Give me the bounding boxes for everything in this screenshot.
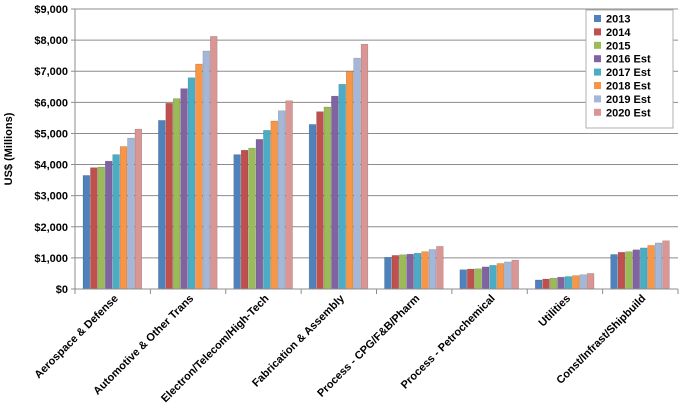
bar <box>195 63 203 290</box>
bar <box>572 275 580 290</box>
legend-swatch <box>594 95 601 103</box>
bar <box>134 128 143 290</box>
bar <box>172 98 181 290</box>
legend-swatch <box>594 108 601 116</box>
bar <box>489 265 497 290</box>
y-tick-label: $4,000 <box>34 160 68 172</box>
legend-swatch <box>594 41 601 49</box>
bar <box>308 124 317 290</box>
legend-swatch <box>594 55 601 63</box>
bar <box>331 95 339 290</box>
legend-label: 2017 Est <box>606 67 651 79</box>
bar <box>240 149 249 290</box>
bar <box>158 120 166 290</box>
bar <box>504 261 512 290</box>
legend-label: 2013 <box>606 14 630 26</box>
y-tick-label: $6,000 <box>34 97 68 109</box>
bar <box>535 279 543 290</box>
y-tick-label: $3,000 <box>34 191 68 203</box>
bar <box>202 50 210 290</box>
bar <box>338 84 346 290</box>
bar <box>345 70 354 290</box>
bar <box>511 259 519 290</box>
bar <box>610 254 618 290</box>
bar <box>632 249 640 290</box>
bar <box>353 57 361 290</box>
bar <box>640 247 648 290</box>
bar <box>662 240 670 290</box>
bar <box>654 242 663 290</box>
y-tick-label: $0 <box>56 284 68 296</box>
legend-swatch <box>594 68 601 76</box>
bar <box>384 257 392 290</box>
bar <box>112 154 120 290</box>
bar <box>233 154 241 290</box>
bar <box>496 263 505 290</box>
y-tick-label: $1,000 <box>34 253 68 265</box>
bar <box>413 252 422 290</box>
bar <box>278 110 286 290</box>
bar <box>127 137 135 290</box>
legend-label: 2015 <box>606 40 630 52</box>
x-tick-label: Const/Infrast/Shipbuild <box>554 293 648 387</box>
y-tick-label: $9,000 <box>34 4 68 16</box>
bar <box>285 100 293 290</box>
legend-label: 2019 Est <box>606 94 651 106</box>
bar <box>105 160 113 290</box>
y-tick-label: $2,000 <box>34 222 68 234</box>
y-tick-label: $7,000 <box>34 66 68 78</box>
bar <box>579 274 587 290</box>
legend-label: 2020 Est <box>606 107 651 119</box>
bar <box>617 252 626 290</box>
bars <box>82 36 670 290</box>
y-tick-label: $8,000 <box>34 35 68 47</box>
bar <box>647 245 655 290</box>
bar <box>323 106 332 290</box>
legend-label: 2016 Est <box>606 54 651 66</box>
bar <box>187 77 196 290</box>
bar <box>549 277 558 290</box>
bar <box>165 103 173 290</box>
bar <box>360 43 369 290</box>
bar <box>97 166 105 290</box>
bar <box>421 251 429 290</box>
bar <box>459 269 467 290</box>
bar <box>586 273 595 290</box>
x-tick-label: Aerospace & Defense <box>32 293 120 381</box>
bar <box>542 278 550 290</box>
legend-swatch <box>594 15 601 22</box>
y-tick-label: $5,000 <box>34 128 68 140</box>
bar <box>210 36 218 290</box>
bar <box>428 249 437 290</box>
bar <box>255 139 264 290</box>
bar <box>90 167 98 290</box>
legend-label: 2018 Est <box>606 81 651 93</box>
legend-swatch <box>594 28 601 36</box>
bar <box>557 276 565 290</box>
bar <box>399 254 407 290</box>
bar <box>474 268 482 290</box>
bar <box>82 175 91 290</box>
bar <box>625 251 633 290</box>
bar <box>481 266 490 290</box>
bar <box>564 276 573 290</box>
x-tick-label: Utilities <box>536 293 573 330</box>
bar <box>316 111 324 290</box>
bar <box>119 146 128 290</box>
legend-label: 2014 <box>606 27 631 39</box>
legend-swatch <box>594 82 601 89</box>
y-axis: $0 $1,000 $2,000 $3,000 $4,000 $5,000 $6,000 $7… <box>34 4 76 296</box>
bar <box>180 88 188 290</box>
bar <box>270 120 278 290</box>
bar <box>436 246 444 290</box>
y-axis-label: US$ (Millions) <box>3 112 15 185</box>
bar <box>406 253 414 290</box>
bar <box>263 130 271 290</box>
bar <box>467 268 475 290</box>
bar <box>248 147 256 290</box>
bar <box>391 255 399 290</box>
